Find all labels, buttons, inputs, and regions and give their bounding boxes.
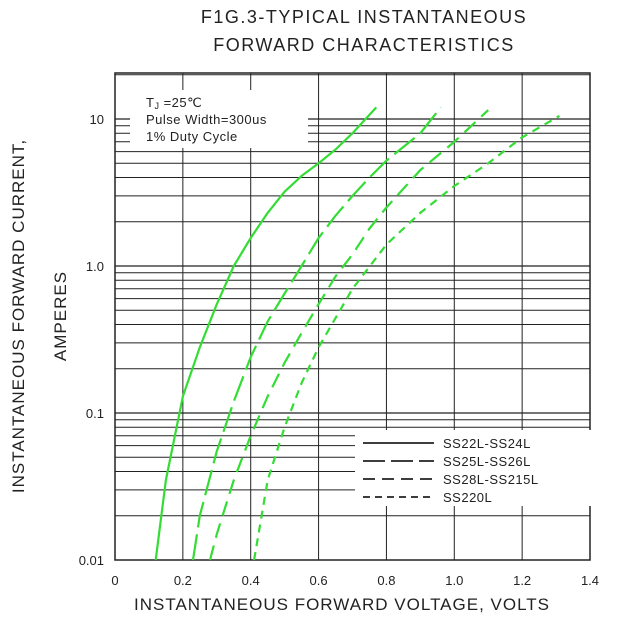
y-axis: 0.01 0.1 1.0 10 xyxy=(79,112,104,568)
legend-label: SS22L-SS24L xyxy=(443,436,531,451)
series-group xyxy=(154,106,561,561)
series-line-2 xyxy=(191,106,442,561)
x-axis: 0 0.2 0.4 0.6 0.8 1.0 1.2 1.4 xyxy=(111,573,599,588)
series-line-3 xyxy=(208,109,489,561)
y-tick-label: 0.01 xyxy=(79,553,104,568)
legend-label: SS220L xyxy=(443,490,492,505)
x-tick-label: 0.6 xyxy=(310,573,328,588)
legend-label: SS25L-SS26L xyxy=(443,454,531,469)
series-line-4 xyxy=(253,114,561,561)
chart-title: F1G.3-TYPICAL INSTANTANEOUS xyxy=(201,7,527,27)
grid xyxy=(115,73,590,560)
conditions-annotation: TJ =25℃ Pulse Width=300us 1% Duty Cycle xyxy=(130,90,308,148)
x-tick-label: 1.0 xyxy=(445,573,463,588)
x-tick-label: 0.4 xyxy=(242,573,260,588)
legend: SS22L-SS24L SS25L-SS26L SS28L-SS215L SS220L xyxy=(355,430,597,506)
legend-label: SS28L-SS215L xyxy=(443,472,539,487)
y-tick-label: 0.1 xyxy=(86,406,104,421)
annotation-pulse-width: Pulse Width=300us xyxy=(146,112,267,127)
annotation-duty-cycle: 1% Duty Cycle xyxy=(146,129,238,144)
plot-frame xyxy=(114,72,591,561)
y-tick-label: 1.0 xyxy=(86,259,104,274)
x-tick-label: 1.4 xyxy=(581,573,599,588)
chart-subtitle: FORWARD CHARACTERISTICS xyxy=(213,35,515,55)
annotation-temperature: TJ =25℃ xyxy=(146,95,202,111)
y-tick-label: 10 xyxy=(90,112,104,127)
x-tick-label: 0.8 xyxy=(377,573,395,588)
y-axis-label: INSTANTANEOUS FORWARD CURRENT, xyxy=(9,139,28,493)
x-tick-label: 0 xyxy=(111,573,118,588)
series-line-1 xyxy=(154,106,378,561)
y-axis-label-units: AMPERES xyxy=(51,271,70,361)
x-tick-label: 1.2 xyxy=(513,573,531,588)
x-tick-label: 0.2 xyxy=(174,573,192,588)
x-axis-label: INSTANTANEOUS FORWARD VOLTAGE, VOLTS xyxy=(134,595,550,614)
